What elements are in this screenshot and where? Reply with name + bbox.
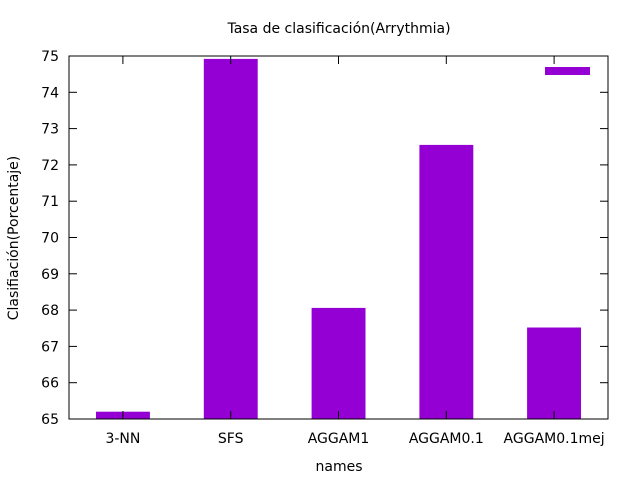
chart-title: Tasa de clasificación(Arrythmia) <box>226 21 450 37</box>
x-axis-label: names <box>316 459 363 475</box>
x-tick-label: AGGAM1 <box>308 431 370 447</box>
y-tick-label: 69 <box>41 267 59 283</box>
ticks-group: 65 66 67 68 69 70 71 72 73 74 75 3-NN SFS AGGAM1 AGGAM… <box>41 49 608 447</box>
bar-aggam1 <box>311 307 366 419</box>
y-tick-label: 67 <box>41 339 59 355</box>
y-tick-label: 66 <box>41 376 59 392</box>
x-tick-label: AGGAM0.1mej <box>504 431 605 447</box>
x-tick-label: SFS <box>218 431 244 447</box>
x-tick-label: AGGAM0.1 <box>409 431 484 447</box>
y-tick-label: 75 <box>41 49 59 65</box>
y-tick-label: 65 <box>41 412 59 428</box>
bar-sfs <box>203 58 258 420</box>
bars-group <box>96 58 581 420</box>
plot-frame <box>68 55 609 420</box>
bar-aggam0-1mej <box>527 327 581 419</box>
y-tick-label: 71 <box>41 194 59 210</box>
y-tick-label: 73 <box>41 122 59 138</box>
y-axis-label: Clasifiación(Porcentaje) <box>6 156 22 321</box>
y-tick-label: 68 <box>41 303 59 319</box>
y-tick-label: 74 <box>41 85 59 101</box>
bar-aggam0-1 <box>419 144 474 419</box>
y-tick-label: 72 <box>41 158 59 174</box>
legend-swatch <box>545 67 590 75</box>
y-tick-label: 70 <box>41 231 59 247</box>
legend <box>545 67 590 75</box>
x-tick-label: 3-NN <box>105 431 140 447</box>
